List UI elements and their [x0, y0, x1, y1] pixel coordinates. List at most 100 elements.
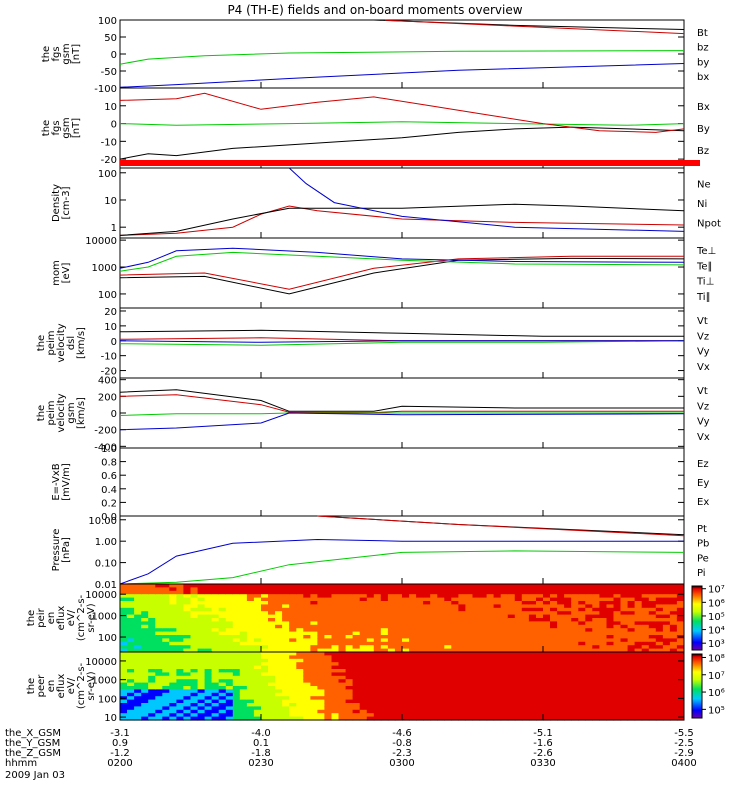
- heatmap-cell: [218, 662, 227, 667]
- heatmap-cell: [141, 682, 149, 687]
- heatmap-cell: [331, 648, 340, 653]
- heatmap-cell: [155, 607, 163, 612]
- heatmap-cell: [225, 703, 234, 707]
- heatmap-cell: [380, 652, 389, 656]
- heatmap-cell: [127, 587, 135, 592]
- heatmap-cell: [169, 645, 177, 650]
- heatmap-cell: [359, 607, 368, 612]
- heatmap-cell: [585, 611, 593, 616]
- heatmap-cell: [423, 587, 431, 592]
- heatmap-cell: [627, 675, 636, 680]
- heatmap-cell: [127, 638, 135, 643]
- heatmap-cell: [458, 669, 466, 673]
- heatmap-cell: [127, 713, 135, 718]
- heatmap-cell: [190, 631, 199, 636]
- series-Bz: [119, 92, 685, 133]
- heatmap-cell: [282, 635, 290, 639]
- heatmap-cell: [543, 624, 551, 629]
- heatmap-cell: [211, 590, 220, 595]
- heatmap-cell: [613, 679, 622, 684]
- heatmap-cell: [641, 584, 650, 588]
- heatmap-cell: [345, 662, 354, 667]
- heatmap-cell: [394, 641, 403, 646]
- heatmap-cell: [303, 692, 311, 697]
- heatmap-cell: [451, 611, 459, 616]
- heatmap-cell: [486, 696, 495, 701]
- heatmap-cell: [620, 662, 629, 667]
- heatmap-cell: [275, 696, 283, 701]
- heatmap-cell: [599, 699, 607, 704]
- heatmap-cell: [500, 665, 509, 670]
- heatmap-cell: [338, 652, 347, 656]
- heatmap-cell: [268, 618, 276, 622]
- heatmap-cell: [197, 618, 206, 622]
- heatmap-cell: [134, 641, 142, 646]
- heatmap-cell: [303, 679, 311, 684]
- heatmap-cell: [416, 696, 424, 701]
- heatmap-cell: [550, 618, 558, 622]
- heatmap-cell: [246, 604, 255, 609]
- heatmap-cell: [571, 624, 579, 629]
- heatmap-cell: [634, 614, 643, 619]
- heatmap-cell: [521, 628, 530, 633]
- heatmap-cell: [394, 652, 403, 656]
- heatmap-cell: [543, 638, 551, 643]
- heatmap-cell: [585, 621, 593, 626]
- heatmap-cell: [648, 662, 657, 667]
- heatmap-cell: [578, 584, 586, 588]
- heatmap-cell: [239, 604, 248, 609]
- heatmap-cell: [599, 628, 607, 633]
- heatmap-cell: [521, 597, 530, 602]
- heatmap-cell: [162, 703, 170, 707]
- heatmap-cell: [303, 689, 311, 694]
- heatmap-cell: [148, 709, 156, 714]
- heatmap-cell: [655, 658, 664, 663]
- heatmap-cell: [521, 641, 530, 646]
- heatmap-cell: [479, 597, 488, 602]
- heatmap-cell: [514, 607, 523, 612]
- heatmap-cell: [620, 696, 629, 701]
- heatmap-cell: [275, 635, 283, 639]
- heatmap-cell: [331, 703, 340, 707]
- heatmap-cell: [169, 669, 177, 673]
- heatmap-cell: [331, 713, 340, 718]
- heatmap-cell: [486, 590, 495, 595]
- heatmap-cell: [423, 618, 431, 622]
- heatmap-cell: [246, 631, 255, 636]
- heatmap-cell: [571, 689, 579, 694]
- heatmap-cell: [296, 601, 304, 605]
- heatmap-cell: [648, 624, 657, 629]
- heatmap-cell: [162, 675, 170, 680]
- heatmap-cell: [162, 614, 170, 619]
- heatmap-cell: [606, 584, 615, 588]
- heatmap-cell: [296, 618, 304, 622]
- heatmap-cell: [338, 686, 347, 690]
- heatmap-cell: [253, 624, 262, 629]
- heatmap-cell: [578, 669, 586, 673]
- heatmap-cell: [416, 584, 424, 588]
- heatmap-cell: [557, 696, 565, 701]
- heatmap-cell: [507, 716, 516, 721]
- heatmap-cell: [479, 692, 488, 697]
- heatmap-cell: [416, 713, 424, 718]
- heatmap-cell: [169, 703, 177, 707]
- heatmap-cell: [592, 648, 600, 653]
- heatmap-cell: [543, 587, 551, 592]
- heatmap-cell: [430, 655, 438, 660]
- heatmap-cell: [324, 624, 332, 629]
- heatmap-cell: [444, 604, 452, 609]
- heatmap-cell: [268, 638, 276, 643]
- heatmap-cell: [204, 686, 213, 690]
- heatmap-cell: [394, 716, 403, 721]
- heatmap-cell: [606, 641, 615, 646]
- heatmap-cell: [409, 594, 417, 599]
- heatmap-cell: [141, 597, 149, 602]
- heatmap-cell: [620, 628, 629, 633]
- y-axis-label-line: the: [26, 610, 37, 626]
- heatmap-cell: [528, 652, 537, 656]
- y-tick-label: 0.01: [95, 580, 117, 591]
- heatmap-cell: [232, 679, 241, 684]
- heatmap-cell: [493, 611, 502, 616]
- heatmap-cell: [479, 611, 488, 616]
- heatmap-cell: [423, 631, 431, 636]
